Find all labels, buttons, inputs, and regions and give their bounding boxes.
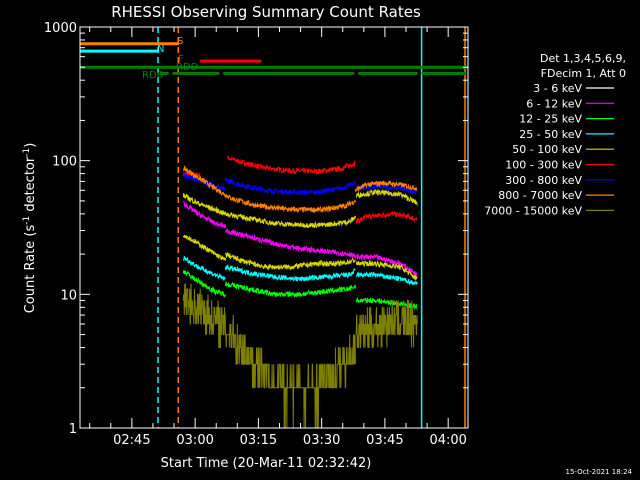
series-line-segment [355, 299, 418, 348]
series-line-segment [182, 283, 356, 428]
series-line-segment [182, 165, 356, 214]
footer-timestamp: 15-Oct-2021 18:24 [566, 468, 633, 476]
x-tick-label: 02:45 [113, 433, 150, 448]
series-line-segment [182, 193, 226, 216]
series-line-segment [225, 201, 356, 234]
series-trace [183, 200, 418, 277]
plot-frame [79, 26, 469, 429]
series-line-segment [182, 234, 226, 262]
series-line-segment [355, 188, 418, 206]
y-tick-label: 1000 [44, 21, 77, 36]
series-line-segment [182, 269, 226, 298]
series-line-segment [182, 177, 226, 207]
series-trace [182, 283, 418, 428]
y-tick-label: 1 [69, 422, 77, 437]
legend-entry-label: 300 - 800 keV [505, 174, 582, 187]
series-line-segment [225, 251, 356, 272]
y-axis-label: Count Rate (s-1 detector-1) [22, 143, 38, 314]
series-line-segment [225, 177, 356, 197]
series-line-segment [225, 228, 356, 260]
series-line-segment [227, 155, 356, 176]
flag-label-rdd: RDD [176, 62, 199, 73]
legend-entry-label: 100 - 300 keV [505, 159, 582, 172]
flag-label-rd6: RD6 [142, 70, 163, 81]
x-axis-label: Start Time (20-Mar-11 02:32:42) [161, 456, 372, 471]
series-line-segment [183, 200, 226, 229]
series-trace [182, 234, 418, 282]
y-tick-label: 100 [52, 155, 77, 170]
series-line-segment [182, 255, 226, 281]
series-line-segment [355, 232, 418, 251]
series-line-segment [225, 211, 356, 229]
series-line-segment [355, 252, 418, 277]
series-line-segment [225, 263, 356, 282]
legend-header-detectors: Det 1,3,4,5,6,9, [540, 52, 626, 65]
x-tick-label: 03:15 [240, 433, 277, 448]
series-line-segment [354, 180, 418, 193]
chart-title: RHESSI Observing Summary Count Rates [111, 3, 421, 21]
x-tick-label: 03:45 [366, 433, 403, 448]
legend-entry-label: 12 - 25 keV [519, 113, 582, 126]
series-line-segment [182, 171, 226, 191]
legend-header-decimation: FDecim 1, Att 0 [541, 67, 626, 80]
flag-label-s: S [177, 36, 183, 47]
series-line-segment [355, 270, 418, 286]
series-trace [182, 165, 418, 214]
series-trace [182, 177, 418, 251]
legend-entry-label: 800 - 7000 keV [498, 189, 582, 202]
legend-entry-label: 7000 - 15000 keV [484, 204, 582, 217]
flag-label-n: N [157, 44, 164, 55]
series-line-segment [225, 281, 356, 298]
x-tick-label: 03:00 [176, 433, 213, 448]
x-tick-label: 03:30 [303, 433, 340, 448]
series-line-segment [355, 259, 418, 282]
series-line-segment [355, 210, 418, 225]
flag-label-f: F [178, 54, 184, 65]
series-trace [182, 255, 418, 286]
legend-entry-label: 3 - 6 keV [533, 82, 582, 95]
y-tick-label: 10 [60, 288, 77, 303]
legend: Det 1,3,4,5,6,9, FDecim 1, Att 0 3 - 6 k… [484, 52, 626, 217]
series-trace [182, 188, 418, 229]
legend-entry-label: 6 - 12 keV [526, 97, 582, 110]
legend-entry-label: 25 - 50 keV [519, 128, 582, 141]
legend-entry-label: 50 - 100 keV [512, 143, 582, 156]
x-tick-label: 04:00 [429, 433, 466, 448]
